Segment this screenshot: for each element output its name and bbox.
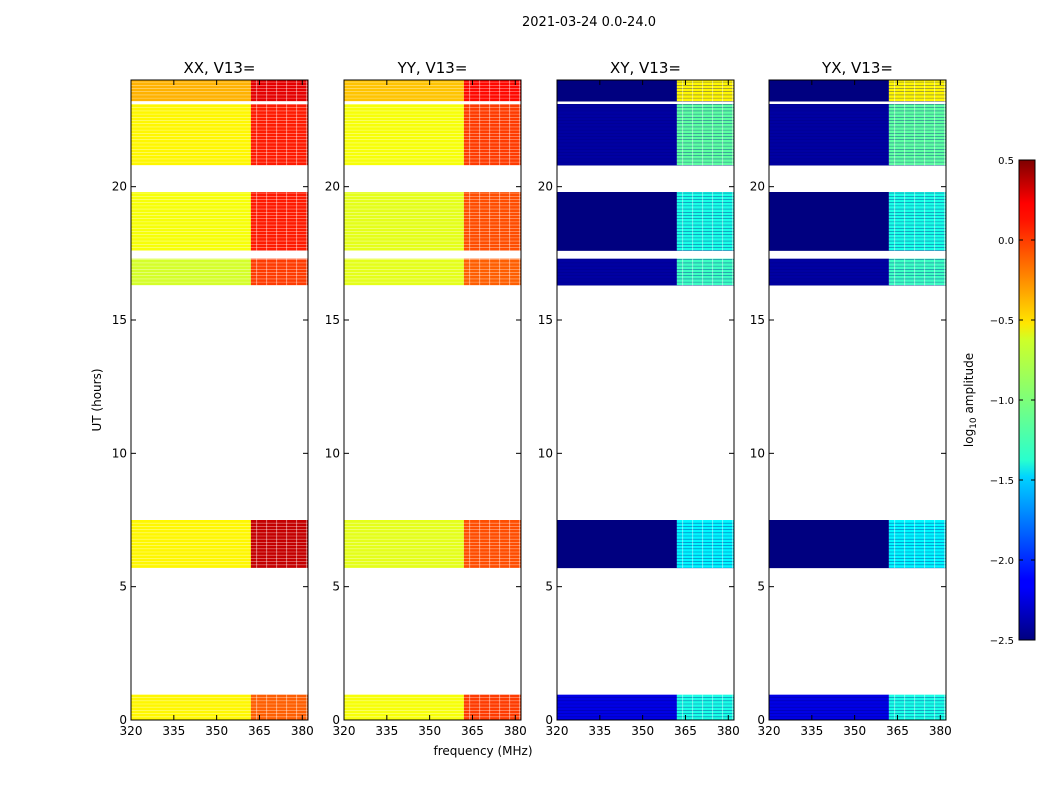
heatmap-cell bbox=[250, 104, 308, 166]
y-tick-label: 5 bbox=[332, 580, 340, 594]
heatmap-cell bbox=[250, 192, 308, 251]
heatmap-cell bbox=[769, 192, 889, 251]
colorbar-tick-label: −2.5 bbox=[990, 636, 1014, 647]
x-tick-label: 320 bbox=[758, 724, 781, 738]
x-tick-label: 380 bbox=[717, 724, 740, 738]
panel-title: XX, V13= bbox=[183, 59, 255, 77]
y-axis-label: UT (hours) bbox=[90, 368, 104, 431]
heatmap-cell bbox=[888, 192, 946, 251]
panel-title: XY, V13= bbox=[610, 59, 681, 77]
heatmap-cell bbox=[769, 520, 889, 568]
y-tick-label: 20 bbox=[325, 180, 340, 194]
axes-frame bbox=[130, 79, 309, 721]
heatmap-cell bbox=[463, 520, 521, 568]
x-tick-label: 380 bbox=[504, 724, 527, 738]
heatmap-cell bbox=[131, 104, 251, 166]
y-tick-label: 5 bbox=[757, 580, 765, 594]
y-tick-label: 10 bbox=[538, 446, 553, 460]
y-tick-label: 5 bbox=[545, 580, 553, 594]
colorbar-tick-label: −1.0 bbox=[990, 396, 1014, 407]
panel-title: YX, V13= bbox=[821, 59, 893, 77]
y-tick-label: 15 bbox=[112, 313, 127, 327]
x-tick-label: 365 bbox=[674, 724, 697, 738]
y-tick-label: 15 bbox=[538, 313, 553, 327]
x-tick-label: 320 bbox=[333, 724, 356, 738]
y-tick-label: 10 bbox=[750, 446, 765, 460]
heatmap-cell bbox=[344, 192, 464, 251]
y-tick-label: 20 bbox=[112, 180, 127, 194]
colorbar-label-rest: amplitude bbox=[962, 353, 976, 417]
x-tick-label: 350 bbox=[205, 724, 228, 738]
panel-1: XX, V13= 320 335 350 365 380 0 5 10 15 20 bbox=[112, 59, 314, 738]
panel-4: YX, V13= 320 335 350 365 380 0 5 10 15 20 bbox=[750, 59, 952, 738]
y-tick-label: 0 bbox=[119, 713, 127, 727]
heatmap-cell bbox=[769, 104, 889, 166]
axes-frame bbox=[768, 79, 947, 721]
y-tick-label: 0 bbox=[332, 713, 340, 727]
heatmap-cells bbox=[557, 80, 734, 720]
heatmap-cells bbox=[131, 80, 308, 720]
colorbar: 0.5 0.0 −0.5 −1.0 −1.5 −2.0 −2.5 log10 amplitu… bbox=[962, 156, 1036, 647]
x-tick-label: 380 bbox=[929, 724, 952, 738]
y-tick-label: 5 bbox=[119, 580, 127, 594]
colorbar-label-log: log bbox=[962, 429, 976, 447]
y-tick-label: 10 bbox=[112, 446, 127, 460]
heatmap-cell bbox=[463, 104, 521, 166]
panel-title: YY, V13= bbox=[397, 59, 468, 77]
x-tick-label: 335 bbox=[588, 724, 611, 738]
panels: XX, V13= 320 335 350 365 380 0 5 10 15 20 YY, V13= 3… bbox=[112, 59, 952, 738]
x-tick-label: 320 bbox=[546, 724, 569, 738]
x-tick-label: 365 bbox=[248, 724, 271, 738]
axes-frame bbox=[556, 79, 735, 721]
heatmap-cell bbox=[557, 104, 677, 166]
heatmap-cell bbox=[676, 520, 734, 568]
x-tick-label: 335 bbox=[375, 724, 398, 738]
panel-3: XY, V13= 320 335 350 365 380 0 5 10 15 20 bbox=[538, 59, 740, 738]
heatmap-cells bbox=[769, 80, 946, 720]
heatmap-cell bbox=[250, 520, 308, 568]
axes-frame bbox=[343, 79, 522, 721]
x-tick-label: 350 bbox=[843, 724, 866, 738]
y-tick-label: 20 bbox=[538, 180, 553, 194]
heatmap-cell bbox=[131, 192, 251, 251]
x-tick-label: 335 bbox=[162, 724, 185, 738]
colorbar-tick-label: 0.0 bbox=[998, 236, 1014, 247]
x-tick-label: 365 bbox=[886, 724, 909, 738]
colorbar-label: log10 amplitude bbox=[962, 353, 979, 447]
x-tick-label: 335 bbox=[800, 724, 823, 738]
heatmap-cell bbox=[557, 192, 677, 251]
heatmap-cell bbox=[676, 192, 734, 251]
y-tick-label: 0 bbox=[757, 713, 765, 727]
y-tick-label: 15 bbox=[750, 313, 765, 327]
heatmap-cell bbox=[676, 104, 734, 166]
figure-title: 2021-03-24 0.0-24.0 bbox=[522, 15, 656, 30]
x-tick-label: 365 bbox=[461, 724, 484, 738]
heatmap-cell bbox=[344, 104, 464, 166]
x-axis-label: frequency (MHz) bbox=[433, 744, 532, 758]
heatmap-cells bbox=[344, 80, 521, 720]
heatmap-cell bbox=[344, 520, 464, 568]
x-tick-label: 350 bbox=[631, 724, 654, 738]
y-tick-label: 20 bbox=[750, 180, 765, 194]
y-tick-label: 0 bbox=[545, 713, 553, 727]
heatmap-cell bbox=[131, 520, 251, 568]
panel-2: YY, V13= 320 335 350 365 380 0 5 10 15 20 bbox=[325, 59, 527, 738]
y-tick-label: 15 bbox=[325, 313, 340, 327]
colorbar-label-subscript: 10 bbox=[969, 417, 979, 429]
x-tick-label: 350 bbox=[418, 724, 441, 738]
colorbar-tick-label: −2.0 bbox=[990, 556, 1014, 567]
colorbar-tick-label: 0.5 bbox=[998, 156, 1014, 167]
heatmap-cell bbox=[888, 520, 946, 568]
y-tick-label: 10 bbox=[325, 446, 340, 460]
colorbar-tick-label: −1.5 bbox=[990, 476, 1014, 487]
colorbar-ticks: 0.5 0.0 −0.5 −1.0 −1.5 −2.0 −2.5 bbox=[990, 156, 1035, 647]
colorbar-tick-label: −0.5 bbox=[990, 316, 1014, 327]
x-tick-label: 320 bbox=[120, 724, 143, 738]
x-tick-label: 380 bbox=[291, 724, 314, 738]
heatmap-cell bbox=[557, 520, 677, 568]
heatmap-cell bbox=[888, 104, 946, 166]
heatmap-cell bbox=[463, 192, 521, 251]
